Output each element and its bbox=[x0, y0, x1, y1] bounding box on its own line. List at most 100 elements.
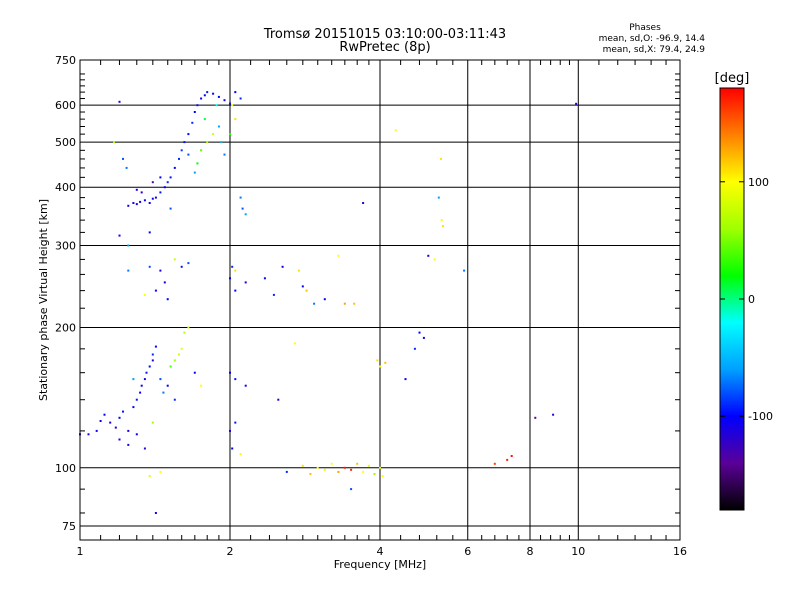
scatter-point bbox=[159, 269, 162, 272]
scatter-point bbox=[159, 378, 162, 381]
colorbar-tick-label: 0 bbox=[748, 293, 755, 306]
scatter-point bbox=[239, 196, 242, 199]
scatter-point bbox=[215, 104, 218, 107]
scatter-point bbox=[231, 447, 234, 450]
scatter-point bbox=[244, 213, 247, 216]
scatter-point bbox=[143, 447, 146, 450]
scatter-point bbox=[220, 141, 223, 144]
scatter-point bbox=[191, 121, 194, 124]
scatter-point bbox=[163, 281, 166, 284]
scatter-point bbox=[148, 475, 151, 478]
phase-stats-o: mean, sd,O: -96.9, 14.4 bbox=[598, 34, 705, 44]
scatter-point bbox=[178, 157, 180, 160]
scatter-point bbox=[301, 285, 304, 288]
scatter-point bbox=[379, 365, 381, 368]
grid-lines bbox=[80, 60, 680, 540]
scatter-point bbox=[173, 359, 176, 362]
scatter-point bbox=[127, 429, 130, 432]
scatter-point bbox=[196, 162, 199, 165]
scatter-point bbox=[379, 466, 381, 469]
scatter-point bbox=[148, 265, 151, 268]
scatter-point bbox=[187, 326, 190, 329]
scatter-point bbox=[140, 191, 143, 194]
chart-title: Tromsø 20151015 03:10:00-03:11:43 bbox=[263, 27, 507, 42]
scatter-point bbox=[234, 378, 237, 381]
scatter-point bbox=[118, 234, 121, 237]
scatter-point bbox=[151, 359, 154, 362]
scatter-point bbox=[103, 413, 106, 416]
scatter-point bbox=[200, 97, 203, 100]
scatter-point bbox=[552, 413, 555, 416]
scatter-point bbox=[309, 473, 312, 475]
y-tick-label: 500 bbox=[55, 136, 76, 149]
scatter-point bbox=[510, 455, 513, 457]
scatter-point bbox=[178, 353, 180, 356]
y-axis-label: Stationary phase Virtual Height [km] bbox=[37, 199, 50, 401]
scatter-point bbox=[154, 289, 157, 292]
scatter-point bbox=[135, 203, 138, 206]
scatter-point bbox=[323, 468, 326, 471]
scatter-point bbox=[441, 225, 444, 228]
scatter-point bbox=[353, 302, 356, 305]
scatter-point bbox=[422, 336, 425, 339]
scatter-point bbox=[293, 342, 296, 345]
scatter-point bbox=[356, 462, 359, 465]
plot-frame bbox=[79, 59, 681, 541]
scatter-point bbox=[99, 420, 102, 422]
scatter-point bbox=[244, 384, 247, 387]
scatter-point bbox=[217, 125, 220, 128]
scatter-point bbox=[187, 153, 190, 156]
scatter-point bbox=[95, 429, 98, 432]
scatter-point bbox=[132, 406, 135, 409]
y-tick-label: 400 bbox=[55, 181, 76, 194]
scatter-point bbox=[376, 359, 379, 362]
scatter-point bbox=[362, 202, 365, 204]
scatter-point bbox=[183, 331, 186, 334]
scatter-point bbox=[143, 199, 146, 202]
scatter-point bbox=[180, 265, 183, 268]
scatter-point bbox=[183, 141, 186, 144]
x-tick-label: 8 bbox=[527, 545, 534, 558]
colorbar-tick-label: -100 bbox=[748, 410, 773, 423]
scatter-point bbox=[384, 361, 387, 364]
scatter-point bbox=[367, 464, 370, 467]
colorbar-label: [deg] bbox=[715, 71, 750, 86]
x-tick-label: 1 bbox=[77, 545, 84, 558]
scatter-point bbox=[362, 470, 365, 473]
scatter-point bbox=[193, 171, 196, 174]
scatter-point bbox=[231, 265, 234, 268]
scatter-point bbox=[212, 92, 215, 95]
scatter-point bbox=[229, 133, 231, 136]
scatter-point bbox=[159, 470, 162, 473]
scatter-point bbox=[166, 384, 169, 387]
scatter-point bbox=[151, 353, 154, 356]
scatter-point bbox=[440, 219, 443, 222]
scatter-point bbox=[135, 433, 138, 436]
scatter-point bbox=[297, 269, 300, 272]
scatter-point bbox=[140, 384, 143, 387]
scatter-point bbox=[127, 269, 130, 272]
scatter-point bbox=[127, 244, 130, 247]
x-tick-label: 6 bbox=[464, 545, 471, 558]
scatter-point bbox=[163, 186, 166, 189]
scatter-point bbox=[125, 166, 128, 169]
scatter-point bbox=[239, 97, 242, 100]
scatter-point bbox=[118, 438, 121, 441]
x-tick-label: 4 bbox=[377, 545, 384, 558]
scatter-point bbox=[193, 371, 196, 374]
scatter-point bbox=[173, 166, 176, 169]
phase-stats: Phases mean, sd,O: -96.9, 14.4 mean, sd,… bbox=[585, 23, 705, 56]
scatter-point bbox=[404, 378, 407, 381]
scatter-point bbox=[212, 133, 215, 136]
y-tick-label: 75 bbox=[62, 520, 76, 533]
scatter-point bbox=[132, 378, 135, 381]
scatter-point bbox=[151, 181, 154, 184]
scatter-point bbox=[154, 512, 157, 514]
scatter-point bbox=[166, 181, 169, 184]
scatter-point bbox=[127, 443, 130, 446]
scatter-point bbox=[109, 421, 112, 424]
scatter-point bbox=[437, 196, 440, 199]
scatter-point bbox=[148, 202, 151, 204]
scatter-point bbox=[223, 99, 226, 102]
scatter-point bbox=[285, 470, 288, 473]
